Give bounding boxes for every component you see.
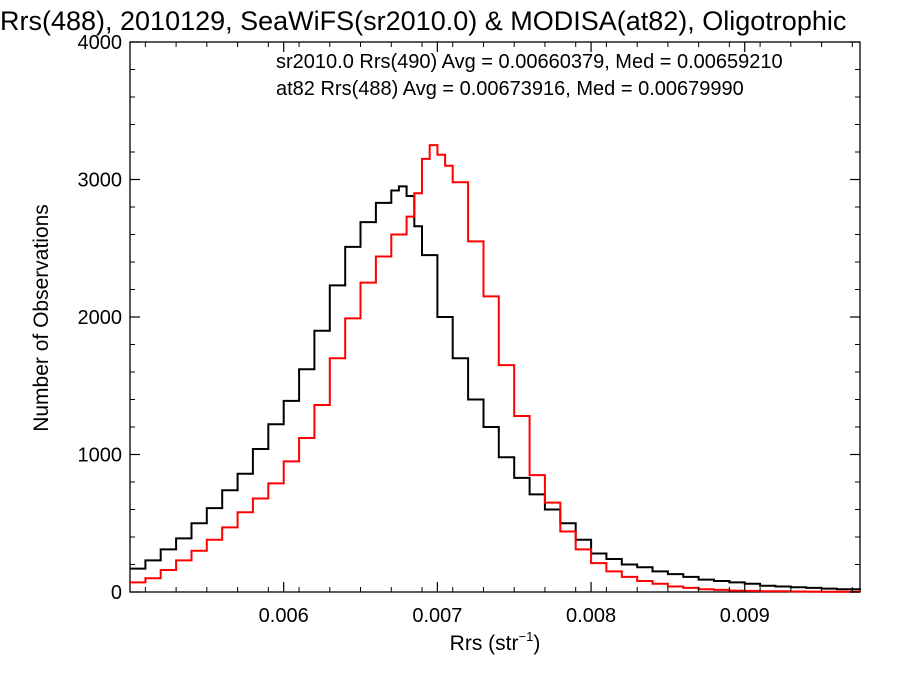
legend-entry-1: sr2010.0 Rrs(490) Avg = 0.00660379, Med … xyxy=(276,51,783,73)
y-tick-label: 4000 xyxy=(78,32,123,54)
y-tick-label: 1000 xyxy=(78,445,123,467)
x-axis-label: Rrs (str−1) xyxy=(450,629,541,655)
x-tick-label: 0.009 xyxy=(720,605,770,627)
y-tick-label: 2000 xyxy=(78,307,123,329)
legend: sr2010.0 Rrs(490) Avg = 0.00660379, Med … xyxy=(276,51,783,100)
x-axis-ticks: 0.006 0.007 0.008 0.009 xyxy=(144,42,853,627)
y-tick-label: 3000 xyxy=(78,170,123,192)
x-axis-label-main: Rrs (str xyxy=(450,632,519,655)
x-axis-label-close: ) xyxy=(533,632,540,655)
plot-border xyxy=(129,41,861,593)
plot-frame xyxy=(129,41,861,593)
x-tick-label: 0.007 xyxy=(412,605,462,627)
chart-title: Rrs(488), 2010129, SeaWiFS(sr2010.0) & M… xyxy=(0,6,846,36)
x-axis-label-superscript: −1 xyxy=(519,629,534,644)
y-axis-label: Number of Observations xyxy=(30,204,53,432)
x-tick-label: 0.008 xyxy=(566,605,616,627)
legend-entry-2: at82 Rrs(488) Avg = 0.00673916, Med = 0.… xyxy=(276,78,744,100)
series-layer xyxy=(130,144,861,593)
series-line-2 xyxy=(130,144,861,593)
y-tick-label: 0 xyxy=(111,582,122,604)
series-line-1 xyxy=(130,185,861,591)
y-axis-ticks: 0 1000 2000 3000 4000 xyxy=(78,32,860,604)
x-tick-label: 0.006 xyxy=(259,605,309,627)
